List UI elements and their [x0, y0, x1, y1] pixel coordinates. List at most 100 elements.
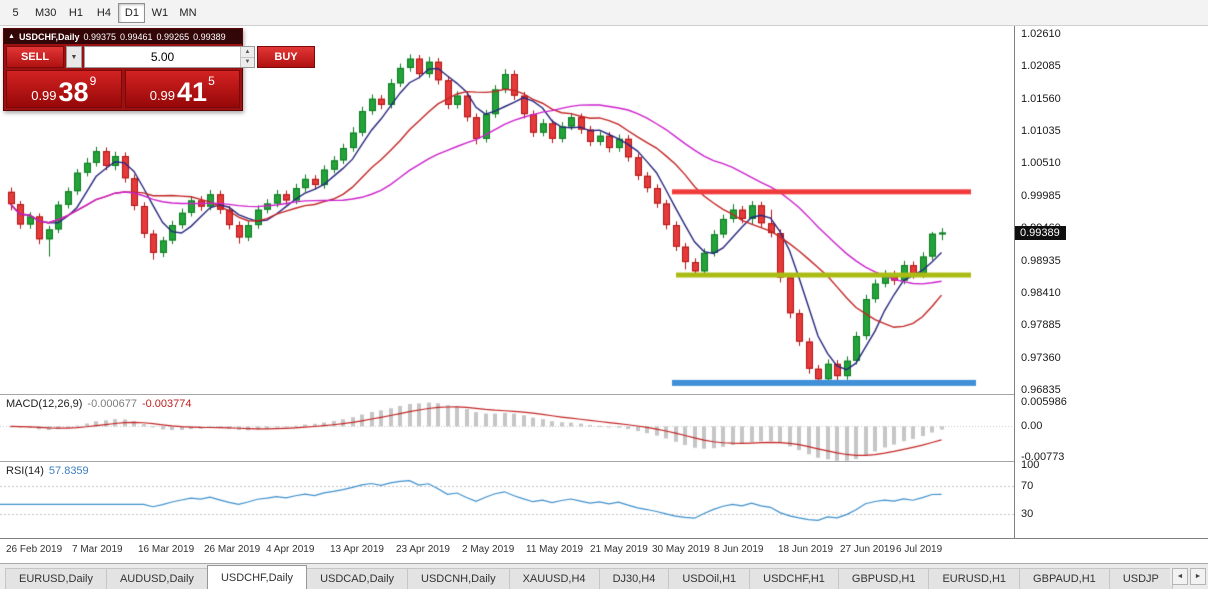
collapse-panel-icon[interactable]: ▲ [8, 33, 15, 40]
price-axis-label: 0.97885 [1021, 319, 1061, 332]
rsi-name: RSI(14) [6, 465, 44, 477]
date-axis-label: 8 Jun 2019 [714, 544, 764, 555]
tabs-scroll-right-icon[interactable]: ► [1190, 568, 1206, 585]
chart-tabbar-tabs: EURUSD,Daily AUDUSD,Daily USDCHF,Daily USDC… [5, 564, 1208, 589]
order-type-dropdown[interactable]: ▼ [66, 46, 82, 68]
date-axis-label: 21 May 2019 [590, 544, 648, 555]
chart-tab-usdcad-daily[interactable]: USDCAD,Daily [306, 568, 409, 589]
lot-size-field: ▲ ▼ [84, 46, 255, 68]
date-axis-label: 11 May 2019 [526, 544, 584, 555]
timeframe-button-d1[interactable]: D1 [118, 2, 146, 23]
date-axis-label: 13 Apr 2019 [330, 544, 384, 555]
timeframe-button-m30[interactable]: M30 [35, 6, 57, 19]
date-axis-label: 6 Jul 2019 [896, 544, 943, 555]
macd-main-value: -0.000677 [87, 398, 137, 410]
chart-symbol-period: USDCHF,Daily [18, 31, 80, 42]
price-axis-label: 1.00510 [1021, 157, 1061, 170]
one-click-trading-panel: ▲ USDCHF,Daily 0.99375 0.99461 0.99265 0… [3, 28, 315, 111]
price-axis-label: 0.99985 [1021, 189, 1061, 202]
chart-tab-usdjp[interactable]: USDJP [1108, 568, 1173, 589]
macd-indicator-label: MACD(12,26,9) -0.000677 -0.003774 [6, 398, 197, 410]
buy-price-big: 41 [177, 76, 208, 107]
sell-price-display[interactable]: 0.99 38 9 [6, 70, 122, 108]
buy-price-display[interactable]: 0.99 41 5 [124, 70, 240, 108]
price-axis-label: 1.01560 [1021, 92, 1061, 105]
macd-axis-label: 0.00 [1021, 420, 1043, 433]
rsi-axis-label: 70 [1021, 479, 1034, 492]
timeframe-button-mn[interactable]: MN [179, 6, 197, 19]
sell-price-pip: 9 [89, 74, 97, 88]
chart-tab-usdcnh-daily[interactable]: USDCNH,Daily [407, 568, 510, 589]
chart-tab-usdoil-h1[interactable]: USDOil,H1 [668, 568, 751, 589]
tabs-scroll-left-icon[interactable]: ◄ [1172, 568, 1188, 585]
current-price-badge: 0.99389 [1015, 225, 1066, 240]
buy-price-prefix: 0.99 [149, 87, 176, 103]
macd-name: MACD(12,26,9) [6, 398, 83, 410]
date-axis-label: 26 Mar 2019 [204, 544, 261, 555]
date-axis-label: 16 Mar 2019 [138, 544, 195, 555]
date-axis-label: 18 Jun 2019 [778, 544, 834, 555]
sell-price-big: 38 [58, 76, 89, 107]
buy-button[interactable]: BUY [257, 46, 315, 68]
macd-axis-label: -0.00773 [1021, 451, 1065, 464]
price-axis[interactable]: 0.99389 1.02610 1.02085 1.01560 1.01035 1.00… [1014, 26, 1208, 538]
lot-increase-button[interactable]: ▲ [241, 47, 254, 58]
sell-button[interactable]: SELL [6, 46, 64, 68]
price-axis-label: 0.96835 [1021, 383, 1061, 396]
timeframe-toolbar: 5 M30 H1 H4 D1 W1 MN [0, 0, 1208, 26]
date-axis-label: 4 Apr 2019 [266, 544, 315, 555]
date-axis-label: 7 Mar 2019 [72, 544, 123, 555]
macd-pane-splitter[interactable] [0, 394, 1208, 395]
timeframe-button-h4[interactable]: H4 [96, 6, 111, 19]
rsi-indicator-label: RSI(14) 57.8359 [6, 465, 94, 477]
chevron-down-icon: ▼ [70, 53, 78, 61]
chart-tab-xauusd-h4[interactable]: XAUUSD,H4 [508, 568, 600, 589]
buy-price-pip: 5 [208, 74, 215, 88]
rsi-indicator-canvas[interactable] [0, 462, 1014, 538]
date-axis-label: 2 May 2019 [462, 544, 515, 555]
chart-tab-eurusd-h1[interactable]: EURUSD,H1 [928, 568, 1021, 589]
price-axis-label: 0.97360 [1021, 351, 1061, 364]
price-axis-label: 1.01035 [1021, 125, 1061, 138]
date-axis-label: 30 May 2019 [652, 544, 710, 555]
timeframe-button-h1[interactable]: H1 [68, 6, 83, 19]
price-axis-label: 1.02610 [1021, 28, 1061, 40]
price-axis-label: 0.98935 [1021, 254, 1061, 267]
timeframe-button-5[interactable]: 5 [12, 6, 19, 19]
timeframe-button-w1[interactable]: W1 [151, 6, 169, 19]
chart-tab-gbpaud-h1[interactable]: GBPAUD,H1 [1019, 568, 1110, 589]
date-axis-label: 26 Feb 2019 [6, 544, 63, 555]
chart-window: MACD(12,26,9) -0.000677 -0.003774 RSI(14) 5… [0, 26, 1208, 563]
tab-scroll-buttons: ◄ ► [1170, 568, 1206, 585]
trade-controls-row: SELL ▼ ▲ ▼ BUY [4, 44, 315, 70]
chart-tab-dj30-h4[interactable]: DJ30,H4 [598, 568, 670, 589]
chart-tab-usdchf-h1[interactable]: USDCHF,H1 [749, 568, 839, 589]
chart-tab-usdchf-daily[interactable]: USDCHF,Daily [206, 565, 308, 589]
date-axis[interactable]: 26 Feb 2019 7 Mar 2019 16 Mar 2019 26 Mar 2… [0, 538, 1208, 563]
rsi-value: 57.8359 [48, 465, 89, 477]
ohlc-close: 0.99389 [193, 31, 226, 42]
ohlc-low: 0.99265 [156, 31, 190, 42]
chart-tab-audusd-daily[interactable]: AUDUSD,Daily [105, 568, 208, 589]
chart-tab-eurusd-daily[interactable]: EURUSD,Daily [5, 568, 107, 589]
rsi-pane-splitter[interactable] [0, 461, 1208, 462]
macd-signal-value: -0.003774 [141, 398, 192, 410]
macd-indicator-canvas[interactable] [0, 395, 1014, 461]
sell-price-prefix: 0.99 [31, 87, 57, 103]
bid-ask-row: 0.99 38 9 0.99 41 5 [4, 70, 242, 110]
ohlc-high: 0.99461 [120, 31, 153, 42]
chart-tab-gbpusd-h1[interactable]: GBPUSD,H1 [837, 568, 930, 589]
rsi-axis-label: 100 [1021, 458, 1040, 471]
date-axis-label: 23 Apr 2019 [396, 544, 450, 555]
date-axis-label: 27 Jun 2019 [840, 544, 896, 555]
rsi-axis-label: 30 [1021, 508, 1034, 521]
chart-title-bar: ▲ USDCHF,Daily 0.99375 0.99461 0.99265 0… [4, 29, 242, 44]
lot-size-input[interactable] [85, 47, 240, 67]
lot-decrease-button[interactable]: ▼ [241, 57, 254, 67]
price-axis-label: 0.98410 [1021, 286, 1061, 299]
lot-size-stepper: ▲ ▼ [240, 47, 254, 67]
ohlc-open: 0.99375 [83, 31, 116, 42]
macd-axis-label: 0.005986 [1021, 396, 1067, 409]
price-axis-label: 1.02085 [1021, 60, 1061, 73]
